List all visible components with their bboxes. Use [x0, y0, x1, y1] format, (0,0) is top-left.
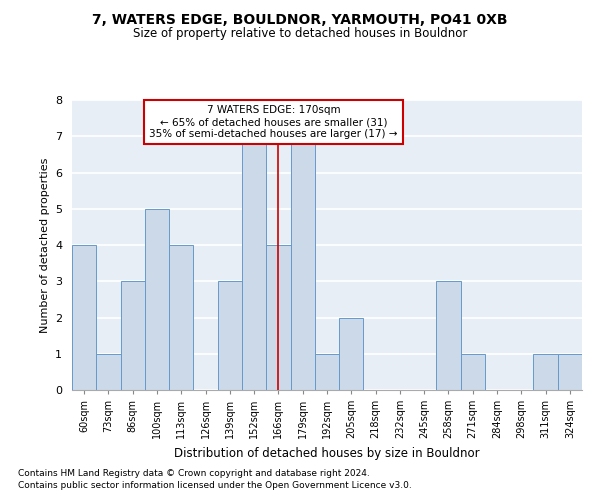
Text: Contains HM Land Registry data © Crown copyright and database right 2024.: Contains HM Land Registry data © Crown c…: [18, 468, 370, 477]
Text: 7 WATERS EDGE: 170sqm
← 65% of detached houses are smaller (31)
35% of semi-deta: 7 WATERS EDGE: 170sqm ← 65% of detached …: [149, 106, 398, 138]
Bar: [242, 136, 266, 390]
Bar: [96, 354, 121, 390]
Bar: [145, 209, 169, 390]
Bar: [169, 245, 193, 390]
Bar: [436, 281, 461, 390]
Bar: [315, 354, 339, 390]
Bar: [218, 281, 242, 390]
Text: Contains public sector information licensed under the Open Government Licence v3: Contains public sector information licen…: [18, 481, 412, 490]
Bar: [533, 354, 558, 390]
Bar: [121, 281, 145, 390]
Bar: [266, 245, 290, 390]
Text: Size of property relative to detached houses in Bouldnor: Size of property relative to detached ho…: [133, 28, 467, 40]
X-axis label: Distribution of detached houses by size in Bouldnor: Distribution of detached houses by size …: [174, 446, 480, 460]
Bar: [339, 318, 364, 390]
Bar: [72, 245, 96, 390]
Bar: [290, 136, 315, 390]
Y-axis label: Number of detached properties: Number of detached properties: [40, 158, 50, 332]
Text: 7, WATERS EDGE, BOULDNOR, YARMOUTH, PO41 0XB: 7, WATERS EDGE, BOULDNOR, YARMOUTH, PO41…: [92, 12, 508, 26]
Bar: [461, 354, 485, 390]
Bar: [558, 354, 582, 390]
